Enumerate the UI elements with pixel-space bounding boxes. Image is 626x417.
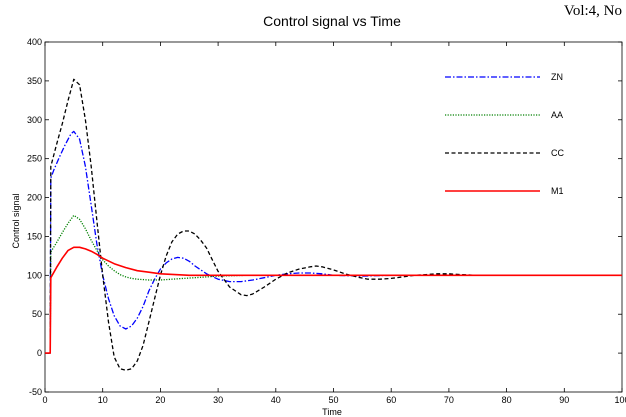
legend-label-zn: ZN — [551, 72, 563, 82]
y-tick-label: 300 — [27, 115, 42, 125]
y-tick-label: 100 — [27, 270, 42, 280]
y-tick-label: 350 — [27, 76, 42, 86]
x-tick-label: 0 — [42, 395, 47, 405]
page-header-text: Vol:4, No — [563, 3, 622, 19]
y-tick-label: 250 — [27, 154, 42, 164]
x-tick-label: 20 — [155, 395, 165, 405]
chart-title: Control signal vs Time — [263, 13, 401, 29]
y-tick-label: 0 — [37, 348, 42, 358]
y-tick-label: 50 — [32, 309, 42, 319]
x-tick-label: 80 — [502, 395, 512, 405]
y-tick-label: 150 — [27, 231, 42, 241]
series-line-aa — [45, 214, 622, 354]
legend-label-cc: CC — [551, 148, 564, 158]
y-tick-label: 200 — [27, 193, 42, 203]
plot-area-frame — [44, 41, 623, 393]
series-line-cc — [45, 78, 622, 371]
x-tick-label: 10 — [98, 395, 108, 405]
x-tick-label: 70 — [444, 395, 454, 405]
x-tick-label: 90 — [559, 395, 569, 405]
y-tick-label: -50 — [29, 387, 42, 397]
y-axis-title: Control signal — [11, 193, 21, 248]
x-tick-label: 40 — [271, 395, 281, 405]
series-line-zn — [45, 130, 622, 354]
x-tick-label: 60 — [386, 395, 396, 405]
legend-label-aa: AA — [551, 110, 563, 120]
x-axis-title: Time — [322, 407, 342, 417]
legend-label-m1: M1 — [551, 186, 564, 196]
x-tick-label: 100 — [614, 395, 626, 405]
series-line-m1 — [45, 246, 622, 354]
y-tick-label: 400 — [27, 37, 42, 47]
x-tick-label: 30 — [213, 395, 223, 405]
x-tick-label: 50 — [328, 395, 338, 405]
